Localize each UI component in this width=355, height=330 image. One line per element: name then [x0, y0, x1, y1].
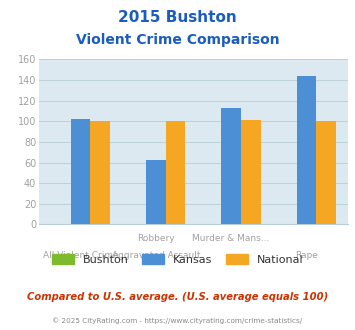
- Legend: Bushton, Kansas, National: Bushton, Kansas, National: [47, 250, 308, 269]
- Text: Murder & Mans...: Murder & Mans...: [192, 234, 270, 243]
- Bar: [241, 120, 261, 224]
- Text: 2015 Bushton: 2015 Bushton: [118, 10, 237, 25]
- Bar: [165, 121, 185, 224]
- Text: Aggravated Assault: Aggravated Assault: [111, 251, 200, 260]
- Text: © 2025 CityRating.com - https://www.cityrating.com/crime-statistics/: © 2025 CityRating.com - https://www.city…: [53, 317, 302, 324]
- Text: Rape: Rape: [295, 251, 318, 260]
- Text: All Violent Crime: All Violent Crime: [43, 251, 118, 260]
- Bar: [71, 119, 90, 224]
- Text: Robbery: Robbery: [137, 234, 175, 243]
- Text: Violent Crime Comparison: Violent Crime Comparison: [76, 33, 279, 47]
- Bar: [297, 76, 316, 224]
- Bar: [146, 160, 165, 224]
- Bar: [90, 121, 110, 224]
- Bar: [316, 121, 336, 224]
- Bar: [222, 108, 241, 224]
- Text: Compared to U.S. average. (U.S. average equals 100): Compared to U.S. average. (U.S. average …: [27, 292, 328, 302]
